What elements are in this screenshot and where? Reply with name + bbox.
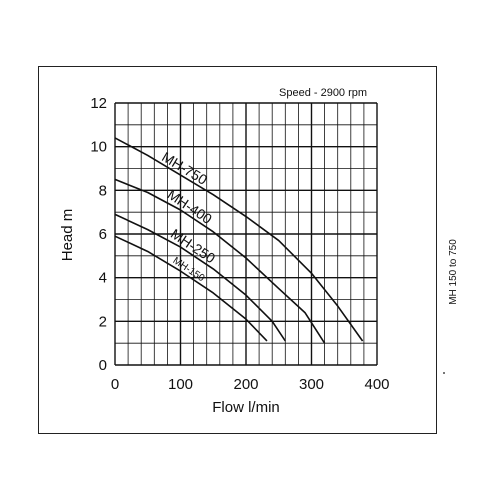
x-tick-label: 300 bbox=[299, 376, 324, 393]
y-tick-label: 0 bbox=[99, 357, 107, 374]
side-label-text: MH 150 to 750 bbox=[448, 239, 459, 305]
y-tick-label: 8 bbox=[99, 182, 107, 199]
y-tick-label: 2 bbox=[99, 313, 107, 330]
y-axis-label: Head m bbox=[59, 209, 76, 262]
chart-frame bbox=[38, 66, 437, 434]
y-tick-label: 10 bbox=[90, 139, 107, 156]
curve-mh-750 bbox=[114, 137, 364, 342]
curve-mh-250 bbox=[114, 213, 286, 342]
decorative-dot bbox=[443, 372, 445, 374]
side-label: MH 150 to 750 bbox=[448, 239, 459, 305]
y-tick-label: 12 bbox=[90, 95, 107, 112]
tick-labels: 0 100 200 300 400 0 2 4 6 8 10 12 bbox=[90, 95, 389, 393]
grid bbox=[114, 102, 378, 366]
y-tick-label: 6 bbox=[99, 226, 107, 243]
x-tick-label: 0 bbox=[111, 376, 119, 393]
series-label-mh-400: MH-400 bbox=[165, 186, 215, 227]
x-tick-label: 200 bbox=[233, 376, 258, 393]
y-tick-label: 4 bbox=[99, 270, 107, 287]
x-tick-label: 100 bbox=[168, 376, 193, 393]
speed-annotation: Speed - 2900 rpm bbox=[279, 87, 367, 99]
x-tick-label: 400 bbox=[364, 376, 389, 393]
curve-mh-400 bbox=[114, 178, 326, 344]
x-axis-label: Flow l/min bbox=[212, 399, 280, 416]
curves bbox=[114, 137, 364, 344]
curve-mh-150 bbox=[114, 235, 268, 342]
